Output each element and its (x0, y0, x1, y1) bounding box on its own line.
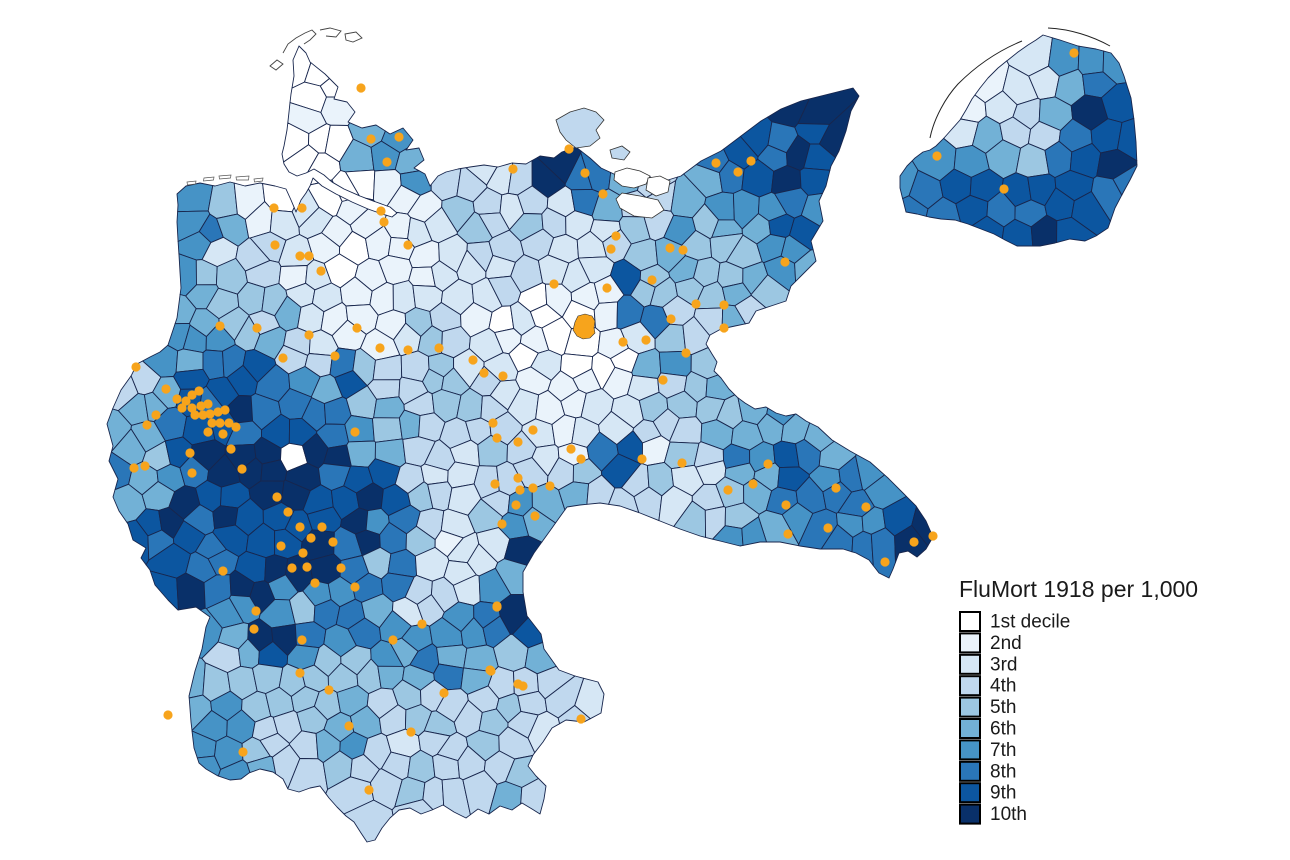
svg-text:6th: 6th (990, 719, 1016, 740)
svg-text:4th: 4th (990, 676, 1016, 697)
svg-text:7th: 7th (990, 740, 1016, 761)
svg-text:1st decile: 1st decile (990, 612, 1070, 633)
svg-text:9th: 9th (990, 783, 1016, 804)
svg-text:5th: 5th (990, 697, 1016, 718)
svg-text:8th: 8th (990, 761, 1016, 782)
svg-text:2nd: 2nd (990, 633, 1022, 654)
svg-text:3rd: 3rd (990, 654, 1017, 675)
svg-text:10th: 10th (990, 804, 1027, 825)
svg-text:FluMort 1918 per 1,000: FluMort 1918 per 1,000 (959, 576, 1198, 602)
